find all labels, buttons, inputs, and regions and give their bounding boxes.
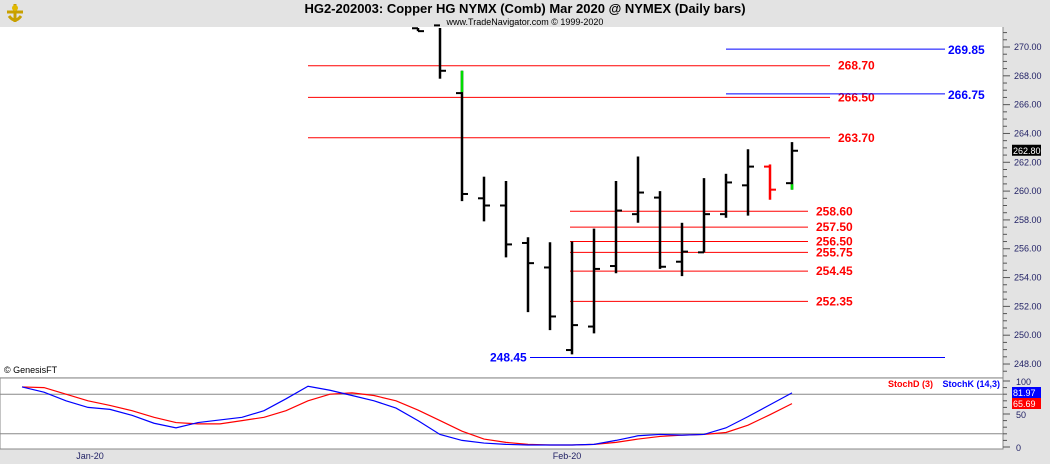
chart-header: HG2-202003: Copper HG NYMX (Comb) Mar 20…: [0, 0, 1050, 27]
price-tick-label: 256.00: [1014, 244, 1042, 254]
price-bar[interactable]: [500, 181, 512, 258]
price-tick-label: 250.00: [1014, 330, 1042, 340]
resistance-label: 258.60: [816, 204, 853, 218]
price-bar[interactable]: [764, 164, 776, 200]
stochk-line: [21, 385, 793, 446]
price-bar[interactable]: [610, 181, 622, 274]
price-bar[interactable]: [632, 156, 644, 223]
resistance-label: 254.45: [816, 264, 853, 278]
price-bar[interactable]: [698, 178, 710, 254]
price-bar[interactable]: [588, 228, 600, 334]
price-bar[interactable]: [786, 142, 798, 190]
price-tick-label: 270.00: [1014, 42, 1042, 52]
stoch-tick-label: 0: [1016, 443, 1021, 453]
date-label-feb: Feb-20: [553, 451, 582, 461]
last-price-badge: [1012, 144, 1041, 156]
price-tick-label: 254.00: [1014, 273, 1042, 283]
stochd-legend: StochD (3): [888, 379, 933, 389]
stochk-value-badge: [1012, 387, 1041, 398]
resistance-label: 256.50: [816, 235, 853, 249]
price-bar[interactable]: [742, 149, 754, 216]
chart-title: HG2-202003: Copper HG NYMX (Comb) Mar 20…: [304, 1, 746, 16]
resistance-label: 257.50: [816, 220, 853, 234]
price-bar[interactable]: [676, 222, 688, 277]
last-price-label: 262.80: [1013, 146, 1041, 156]
resistance-label: 266.50: [838, 90, 875, 104]
chart-subtitle: www.TradeNavigator.com © 1999-2020: [446, 17, 604, 27]
resistance-label: 263.70: [838, 131, 875, 145]
sextant-logo-icon[interactable]: [3, 2, 27, 29]
stochd-value-badge: [1012, 398, 1041, 409]
blue-level-label: 269.85: [948, 43, 985, 57]
price-bar[interactable]: [566, 241, 578, 355]
price-tick-label: 248.00: [1014, 359, 1042, 369]
blue-level-label: 266.75: [948, 88, 985, 102]
price-bar[interactable]: [720, 173, 732, 218]
stoch-panel[interactable]: [0, 377, 1004, 450]
price-bar[interactable]: [522, 237, 534, 313]
copyright-text: © GenesisFT: [4, 365, 58, 375]
price-panel[interactable]: [0, 27, 1003, 377]
stochk-value: 81.97: [1013, 388, 1036, 398]
price-tick-label: 266.00: [1014, 100, 1042, 110]
price-bar[interactable]: [412, 27, 424, 33]
stochd-line: [21, 386, 793, 446]
resistance-label: 255.75: [816, 245, 853, 259]
price-bar[interactable]: [434, 24, 446, 79]
resistance-label: 252.35: [816, 294, 853, 308]
price-tick-label: 252.00: [1014, 301, 1042, 311]
price-bar[interactable]: [456, 70, 468, 202]
price-bar[interactable]: [478, 176, 490, 222]
stochd-value: 65.69: [1013, 399, 1036, 409]
price-tick-label: 260.00: [1014, 186, 1042, 196]
price-tick-label: 258.00: [1014, 215, 1042, 225]
date-label-jan: Jan-20: [76, 451, 104, 461]
price-bar[interactable]: [544, 242, 556, 331]
price-tick-label: 268.00: [1014, 71, 1042, 81]
resistance-label: 268.70: [838, 59, 875, 73]
stoch-tick-label: 50: [1016, 410, 1026, 420]
blue-level-label: 248.45: [490, 351, 527, 365]
price-bar[interactable]: [654, 191, 666, 269]
stoch-tick-label: 100: [1016, 377, 1031, 387]
price-tick-label: 262.00: [1014, 157, 1042, 167]
price-tick-label: 264.00: [1014, 128, 1042, 138]
stochk-legend: StochK (14,3): [942, 379, 1000, 389]
